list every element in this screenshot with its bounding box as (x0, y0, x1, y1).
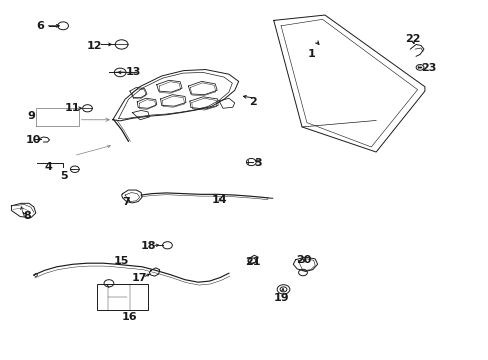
Text: 10: 10 (26, 135, 41, 145)
Text: 4: 4 (44, 162, 52, 172)
Text: 19: 19 (273, 293, 288, 303)
Text: 14: 14 (211, 195, 226, 205)
Text: 5: 5 (60, 171, 68, 181)
Text: 6: 6 (36, 21, 43, 31)
Text: 8: 8 (23, 211, 31, 221)
Text: 20: 20 (296, 255, 311, 265)
Text: 9: 9 (27, 111, 35, 121)
Text: 17: 17 (132, 273, 147, 283)
Text: 11: 11 (65, 103, 81, 113)
Text: 15: 15 (114, 256, 129, 266)
Text: 3: 3 (254, 158, 262, 168)
Text: 22: 22 (404, 35, 420, 44)
Text: 18: 18 (140, 241, 155, 251)
Text: 16: 16 (122, 312, 138, 322)
Text: 21: 21 (245, 257, 261, 267)
Text: 1: 1 (307, 49, 315, 59)
Bar (97, 284, 148, 310)
Text: 12: 12 (86, 41, 102, 50)
Text: 13: 13 (125, 67, 141, 77)
Text: 2: 2 (249, 97, 257, 107)
Text: 7: 7 (122, 197, 130, 207)
Text: 23: 23 (420, 63, 436, 73)
